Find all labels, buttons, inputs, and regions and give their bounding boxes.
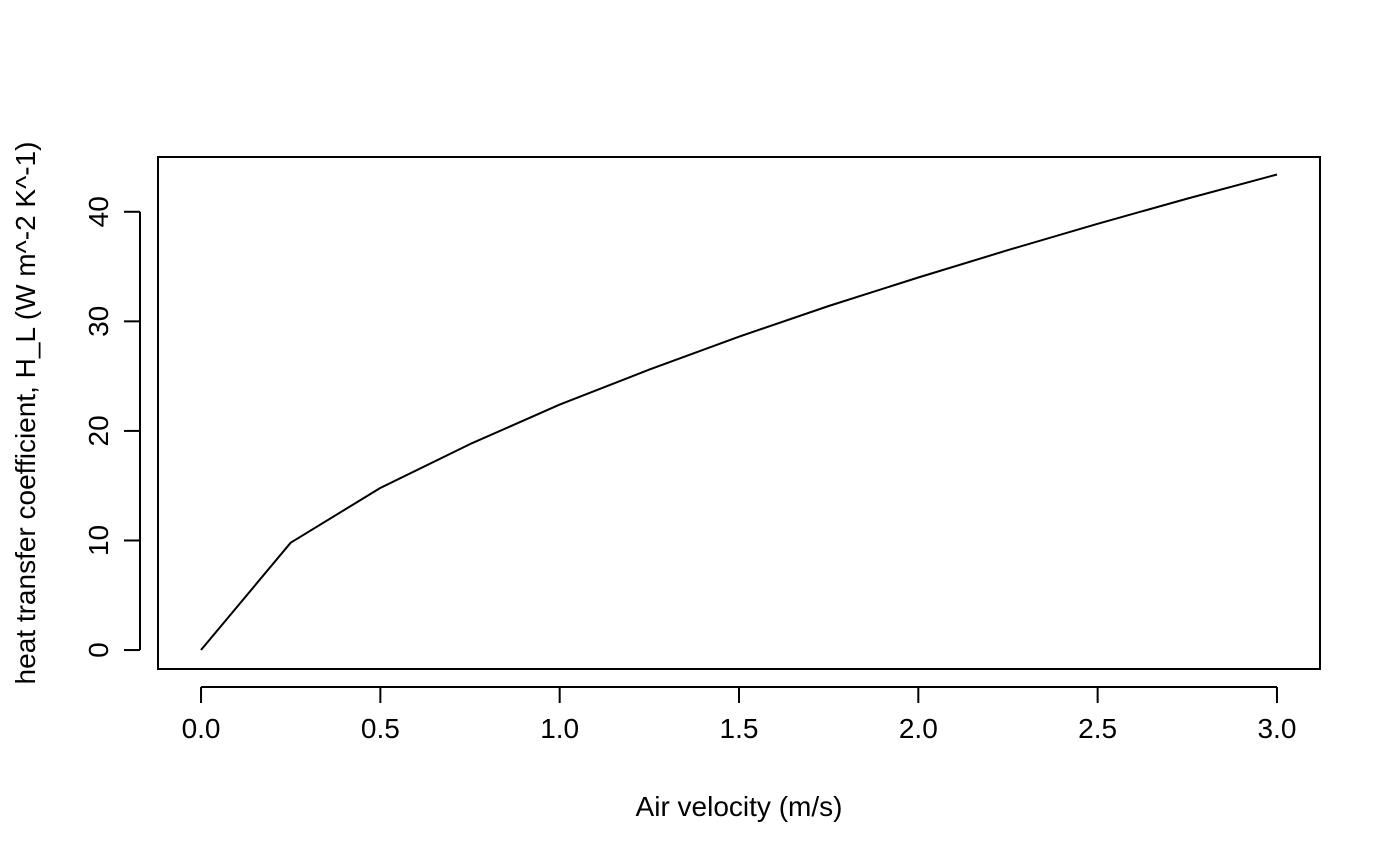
- x-tick-label: 0.0: [182, 713, 221, 744]
- y-tick-label: 30: [83, 306, 114, 337]
- series-line: [200, 173, 1278, 651]
- plot-frame: [157, 156, 1321, 670]
- x-axis-title: Air velocity (m/s): [636, 791, 843, 822]
- x-tick-label: 1.5: [720, 713, 759, 744]
- y-tick-label: 0: [83, 642, 114, 658]
- x-tick-label: 2.0: [899, 713, 938, 744]
- series-group: [200, 173, 1278, 651]
- y-tick-label: 40: [83, 196, 114, 227]
- y-tick-label: 20: [83, 415, 114, 446]
- x-tick-label: 1.0: [540, 713, 579, 744]
- x-tick-label: 0.5: [361, 713, 400, 744]
- x-tick-label: 3.0: [1257, 713, 1296, 744]
- x-tick-label: 2.5: [1078, 713, 1117, 744]
- y-tick-label: 10: [83, 525, 114, 556]
- x-axis: 0.0 0.5 1.0 1.5 2.0 2.5 3.0: [182, 686, 1296, 744]
- y-axis: 0 10 20 30 40: [83, 196, 141, 658]
- y-axis-title: heat transfer coefficient, H_L (W m^-2 K…: [10, 142, 41, 685]
